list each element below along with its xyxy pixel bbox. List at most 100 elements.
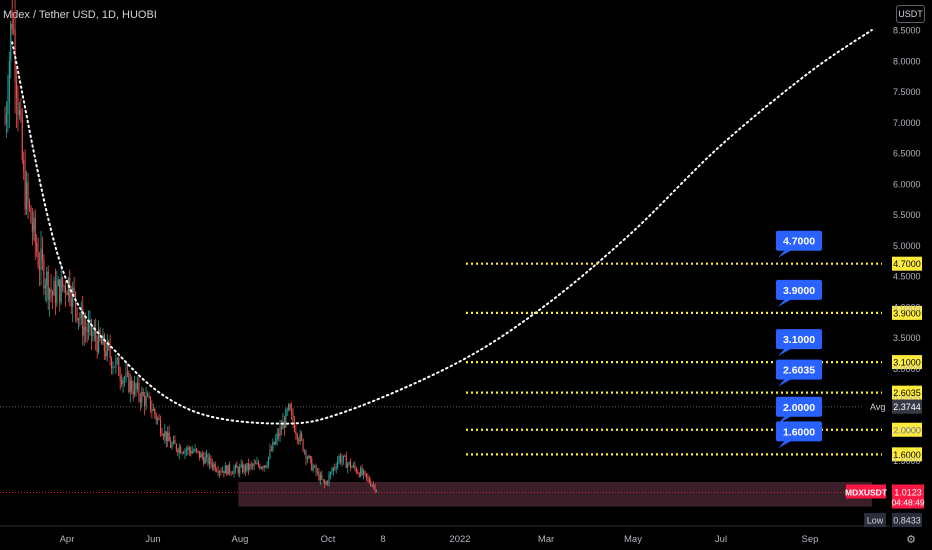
candle-body bbox=[113, 366, 115, 368]
candle-body bbox=[56, 286, 58, 304]
y-tick-label: 1.5000 bbox=[893, 456, 921, 466]
y-tick-label: 3.0000 bbox=[893, 364, 921, 374]
candle-body bbox=[116, 358, 118, 360]
candle-body bbox=[237, 468, 239, 474]
candle-body bbox=[210, 457, 212, 464]
candle-body bbox=[227, 464, 229, 475]
y-tick-label: 2.5000 bbox=[893, 395, 921, 405]
candle-body bbox=[211, 463, 213, 468]
candle-body bbox=[85, 326, 87, 330]
candle-body bbox=[291, 409, 293, 413]
candle-body bbox=[142, 391, 144, 396]
gear-icon[interactable]: ⚙ bbox=[906, 533, 916, 546]
candle-body bbox=[180, 447, 182, 454]
callout-text: 2.6035 bbox=[783, 365, 815, 377]
candle-body bbox=[28, 201, 31, 207]
y-tick-label: 6.5000 bbox=[893, 149, 921, 159]
candle-body bbox=[136, 383, 139, 390]
candle-body bbox=[213, 463, 215, 468]
candle-body bbox=[206, 454, 208, 457]
candle-body bbox=[374, 485, 376, 491]
candle-body bbox=[270, 449, 272, 451]
candle-body bbox=[375, 490, 378, 491]
last-price-value: 1.0123 bbox=[894, 487, 922, 497]
candle-body bbox=[236, 465, 238, 469]
candle-body bbox=[132, 390, 134, 395]
candle-body bbox=[139, 396, 141, 403]
candle-body bbox=[188, 447, 190, 451]
candle-body bbox=[293, 422, 295, 432]
candle-body bbox=[4, 122, 6, 124]
callout-pointer bbox=[778, 248, 794, 258]
candle-body bbox=[47, 271, 49, 300]
candle-body bbox=[129, 380, 131, 392]
candle-body bbox=[168, 432, 170, 442]
candle-body bbox=[184, 450, 186, 454]
candle-body bbox=[348, 461, 350, 464]
candle-body bbox=[7, 102, 9, 115]
x-tick-label: May bbox=[624, 534, 642, 545]
candle-body bbox=[37, 251, 39, 267]
candle-body bbox=[123, 378, 126, 380]
callout-pointer bbox=[778, 297, 794, 307]
candle-body bbox=[158, 418, 160, 420]
candle-body bbox=[115, 359, 117, 367]
candle-body bbox=[351, 466, 353, 468]
candle-body bbox=[354, 464, 356, 469]
candle-body bbox=[302, 439, 304, 452]
y-tick-label: 4.0000 bbox=[893, 302, 921, 312]
low-label: Low bbox=[867, 516, 884, 526]
candle-body bbox=[214, 463, 216, 471]
candle-body bbox=[200, 453, 202, 458]
candle-body bbox=[126, 372, 128, 374]
candle-body bbox=[63, 285, 65, 287]
candle-body bbox=[328, 474, 330, 483]
candle-body bbox=[15, 81, 18, 98]
candle-body bbox=[207, 454, 209, 464]
candle-body bbox=[155, 414, 157, 420]
callout-box bbox=[776, 329, 822, 350]
low-value: 0.8433 bbox=[893, 516, 921, 526]
candle-body bbox=[36, 242, 38, 252]
candle-body bbox=[26, 182, 28, 210]
y-tick-label: 5.5000 bbox=[893, 210, 921, 220]
candle-body bbox=[299, 433, 301, 442]
candle-body bbox=[243, 465, 245, 473]
candle-body bbox=[161, 432, 163, 436]
candle-body bbox=[59, 279, 61, 303]
currency-button[interactable]: USDT bbox=[896, 5, 925, 23]
symbol-tag-text: MDXUSDT bbox=[845, 487, 888, 497]
candle-body bbox=[337, 461, 339, 468]
candle-body bbox=[308, 455, 310, 459]
callout-pointer bbox=[778, 377, 794, 387]
candle-body bbox=[96, 340, 98, 353]
candle-body bbox=[341, 459, 343, 463]
candle-body bbox=[98, 329, 100, 353]
low-tag bbox=[892, 513, 922, 527]
price-level-tag bbox=[892, 385, 922, 400]
callout-text: 3.9000 bbox=[783, 285, 815, 297]
candle-body bbox=[151, 409, 153, 411]
candle-body bbox=[99, 329, 101, 340]
candle-body bbox=[72, 287, 74, 307]
callout-text: 2.0000 bbox=[783, 402, 815, 414]
price-callout: 1.6000 bbox=[776, 421, 822, 449]
candle-body bbox=[201, 453, 203, 458]
candle-body bbox=[57, 279, 59, 287]
candle-body bbox=[154, 408, 156, 415]
candle-body bbox=[283, 421, 285, 428]
candles-group bbox=[4, 0, 378, 494]
candle-body bbox=[324, 480, 326, 485]
candle-body bbox=[33, 217, 35, 232]
candle-body bbox=[50, 288, 52, 293]
candle-body bbox=[197, 450, 199, 452]
candle-body bbox=[217, 471, 219, 473]
price-level-tag-text: 3.9000 bbox=[893, 308, 921, 318]
callout-box bbox=[776, 230, 822, 251]
x-tick-label: Jul bbox=[715, 534, 727, 545]
candle-body bbox=[203, 457, 205, 464]
candle-body bbox=[331, 471, 333, 473]
candle-body bbox=[5, 114, 7, 123]
